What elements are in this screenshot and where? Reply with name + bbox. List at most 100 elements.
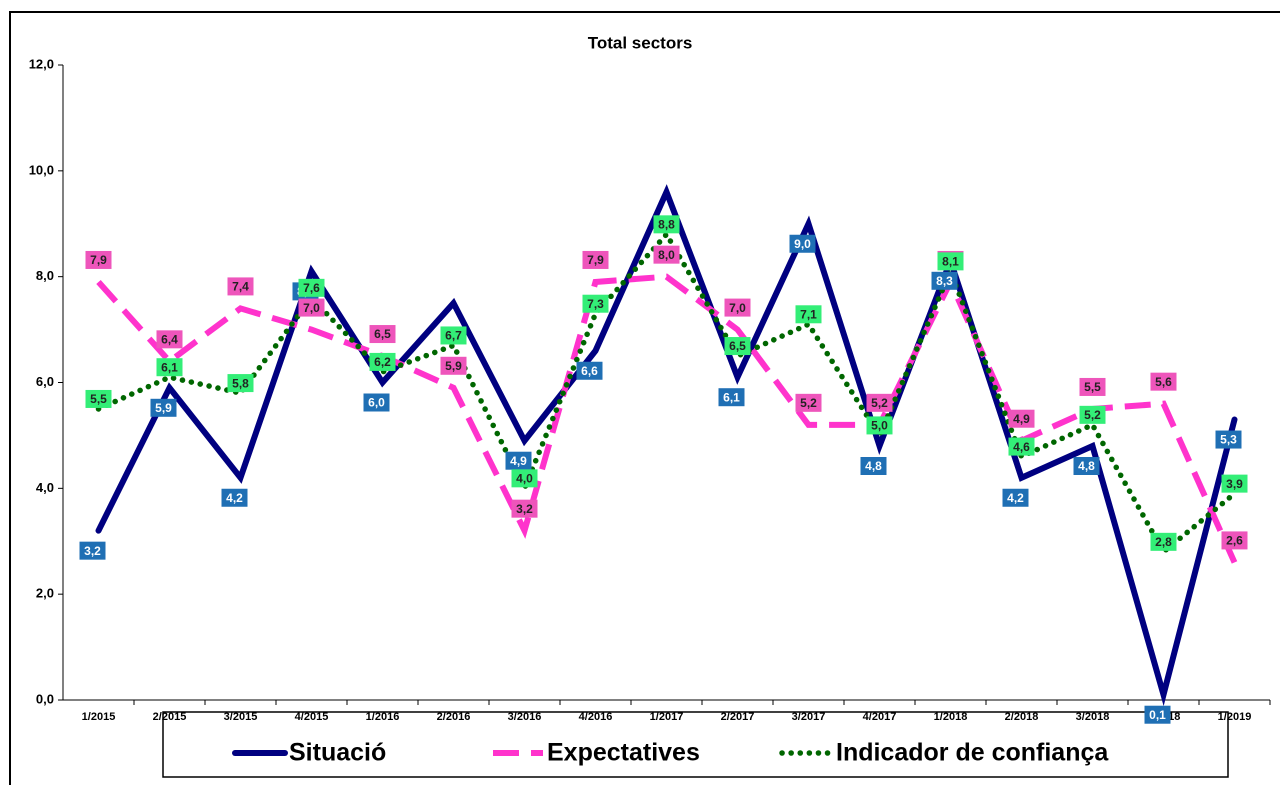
value-label-box [866, 416, 893, 435]
value-label-box [1079, 405, 1106, 424]
value-label: 7,9 [90, 253, 107, 267]
value-label-box [298, 298, 325, 317]
value-label: 6,7 [445, 329, 462, 343]
value-label-box [931, 271, 958, 290]
y-tick-label: 8,0 [36, 268, 54, 283]
legend-label: Indicador de confiança [836, 739, 1109, 767]
value-label: 7,1 [800, 307, 817, 321]
value-label: 6,5 [374, 327, 391, 341]
y-tick-label: 4,0 [36, 480, 54, 495]
series-line [95, 229, 1238, 557]
value-label-box [1079, 377, 1106, 396]
value-label: 8,3 [936, 274, 953, 288]
value-label-box [440, 326, 467, 345]
legend-box [162, 711, 1229, 778]
value-label: 5,9 [155, 401, 172, 415]
value-label-box [724, 337, 751, 356]
x-tick-label: 3/2018 [1076, 711, 1110, 723]
value-label-box [718, 388, 745, 407]
legend-label: Situació [289, 739, 386, 767]
value-label: 5,2 [800, 396, 817, 410]
value-label-box [866, 393, 893, 412]
value-label: 5,8 [232, 376, 249, 390]
value-label-box [85, 250, 112, 269]
value-label-box [795, 393, 822, 412]
value-label-box [1008, 437, 1035, 456]
value-label: 6,1 [723, 390, 740, 404]
value-label-box [298, 278, 325, 297]
value-label: 3,9 [1226, 477, 1243, 491]
value-label: 5,2 [871, 396, 888, 410]
value-label-box [505, 451, 532, 470]
value-label-box [227, 277, 254, 296]
value-label-box [1150, 532, 1177, 551]
value-label-box [511, 499, 538, 518]
value-label-box [227, 374, 254, 393]
value-label-box [440, 356, 467, 375]
value-label-box [576, 361, 603, 380]
value-label: 5,2 [1084, 408, 1101, 422]
x-tick-label: 1/2019 [1218, 711, 1252, 723]
value-label-box [369, 352, 396, 371]
series-line [95, 184, 1238, 707]
value-label: 6,2 [374, 355, 391, 369]
y-tick-label: 6,0 [36, 374, 54, 389]
value-label-box [150, 398, 177, 417]
value-label: 4,2 [1007, 491, 1024, 505]
x-tick-label: 1/2015 [82, 711, 116, 723]
value-label: 7,0 [729, 301, 746, 315]
value-label-box [653, 215, 680, 234]
value-label-box [511, 469, 538, 488]
value-label: 7,3 [587, 297, 604, 311]
value-label: 4,9 [1013, 412, 1030, 426]
value-label-box [789, 234, 816, 253]
value-label: 4,8 [1078, 459, 1095, 473]
value-label-box [1008, 409, 1035, 428]
value-label-box [1221, 474, 1248, 493]
x-tick-label: 3/2016 [508, 711, 542, 723]
x-tick-label: 2/2016 [437, 711, 471, 723]
x-tick-label: 3/2015 [224, 711, 258, 723]
value-label: 4,9 [510, 454, 527, 468]
x-tick-label: 4/2015 [295, 711, 329, 723]
value-label: 4,2 [226, 491, 243, 505]
value-label: 5,6 [1155, 375, 1172, 389]
value-label-box [369, 325, 396, 344]
value-label: 8,1 [942, 255, 959, 269]
value-label: 8,0 [658, 248, 675, 262]
value-label: 7,4 [232, 280, 249, 294]
series-line [96, 273, 1238, 564]
value-label: 3,2 [516, 502, 533, 516]
value-label-box [156, 358, 183, 377]
x-tick-label: 2/2018 [1005, 711, 1039, 723]
value-label-box [582, 294, 609, 313]
value-label-box [85, 389, 112, 408]
x-tick-label: 1/2017 [650, 711, 684, 723]
value-label: 2,6 [1226, 534, 1243, 548]
value-label-box [363, 393, 390, 412]
value-label-box [156, 330, 183, 349]
value-label: 7,6 [303, 281, 320, 295]
value-label: 6,1 [161, 360, 178, 374]
x-tick-label: 1/2018 [934, 711, 968, 723]
value-label: 2,8 [1155, 535, 1172, 549]
y-tick-label: 2,0 [36, 586, 54, 601]
value-label-box [1221, 531, 1248, 550]
x-tick-label: 3/2017 [792, 711, 826, 723]
value-label-box [653, 245, 680, 264]
value-label-box [1073, 457, 1100, 475]
value-label: 6,4 [161, 333, 178, 347]
value-label-box [937, 252, 964, 271]
value-label: 8,8 [658, 218, 675, 232]
x-tick-label: 1/2016 [366, 711, 400, 723]
value-label-box [860, 457, 887, 475]
value-label: 7,0 [303, 301, 320, 315]
value-label-box [221, 488, 248, 507]
value-label: 4,0 [516, 472, 533, 486]
value-label-box [1150, 372, 1177, 391]
value-label-box [724, 298, 751, 317]
x-tick-label: 4/2016 [579, 711, 613, 723]
value-label: 5,5 [90, 392, 107, 406]
value-label: 4,8 [865, 459, 882, 473]
